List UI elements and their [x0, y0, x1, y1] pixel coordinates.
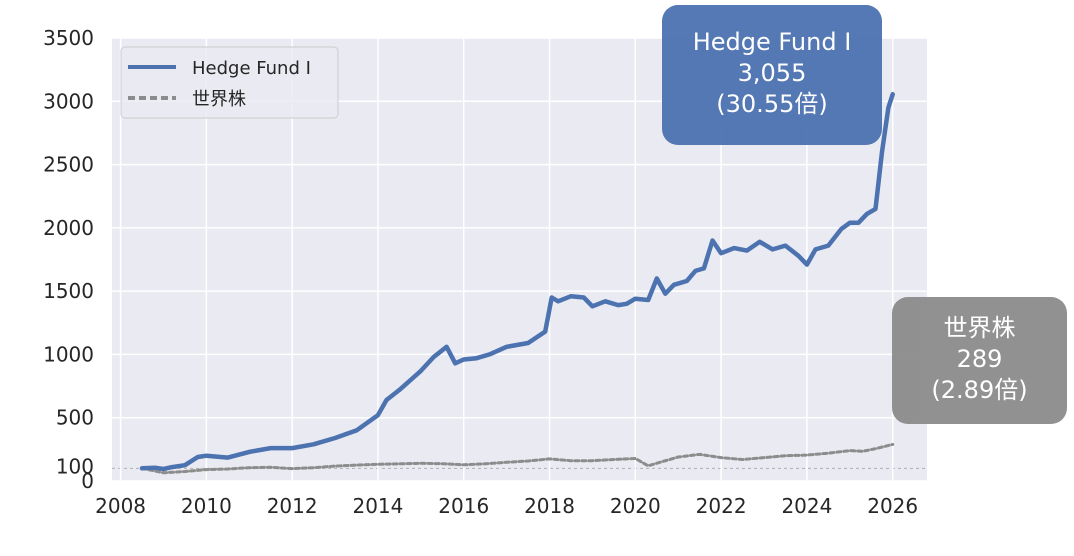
y-tick-label: 2000: [43, 216, 94, 240]
x-tick-label: 2020: [610, 494, 661, 518]
y-tick-label: 500: [56, 406, 94, 430]
hedge-fund-callout-value: 3,055: [737, 59, 807, 87]
y-tick-label: 3500: [43, 26, 94, 50]
world-stocks-callout-multiple: (2.89倍): [931, 376, 1028, 404]
y-tick-label: 3000: [43, 89, 94, 113]
legend-label-world-stocks: 世界株: [192, 89, 246, 110]
x-tick-label: 2016: [438, 494, 489, 518]
x-tick-label: 2012: [267, 494, 318, 518]
y-tick-label: 100: [56, 454, 94, 478]
x-tick-label: 2018: [524, 494, 575, 518]
x-tick-label: 2022: [696, 494, 747, 518]
hedge-fund-callout: Hedge Fund I 3,055 (30.55倍): [662, 5, 882, 145]
y-tick-label: 2500: [43, 153, 94, 177]
world-stocks-callout-name: 世界株: [943, 314, 1016, 342]
legend: Hedge Fund I 世界株: [120, 46, 339, 119]
world-stocks-callout-value: 289: [956, 345, 1003, 373]
hedge-fund-callout-name: Hedge Fund I: [692, 28, 852, 56]
legend-box: [120, 46, 339, 119]
series-line-world-stocks: [140, 442, 895, 475]
x-tick-label: 2014: [352, 494, 403, 518]
x-tick-label: 2026: [867, 494, 918, 518]
x-tick-label: 2024: [781, 494, 832, 518]
y-tick-label: 1000: [43, 342, 94, 366]
series-line-hedge-fund: [139, 92, 895, 472]
series-lines: [139, 92, 895, 475]
x-tick-label: 2008: [95, 494, 146, 518]
legend-label-hedge-fund: Hedge Fund I: [192, 58, 311, 79]
y-tick-label: 1500: [43, 279, 94, 303]
hedge-fund-callout-multiple: (30.55倍): [716, 90, 828, 118]
y-tick-label: 0: [81, 469, 94, 493]
y-axis-ticks: 3500 3000 2500 2000 1500 1000 500 1000: [43, 26, 94, 493]
x-axis-ticks: 2008 2010 2012 2014 2016 2018 2020 2022 2024 2026: [95, 494, 918, 518]
x-tick-label: 2010: [181, 494, 232, 518]
world-stocks-callout: 世界株 289 (2.89倍): [892, 297, 1067, 424]
